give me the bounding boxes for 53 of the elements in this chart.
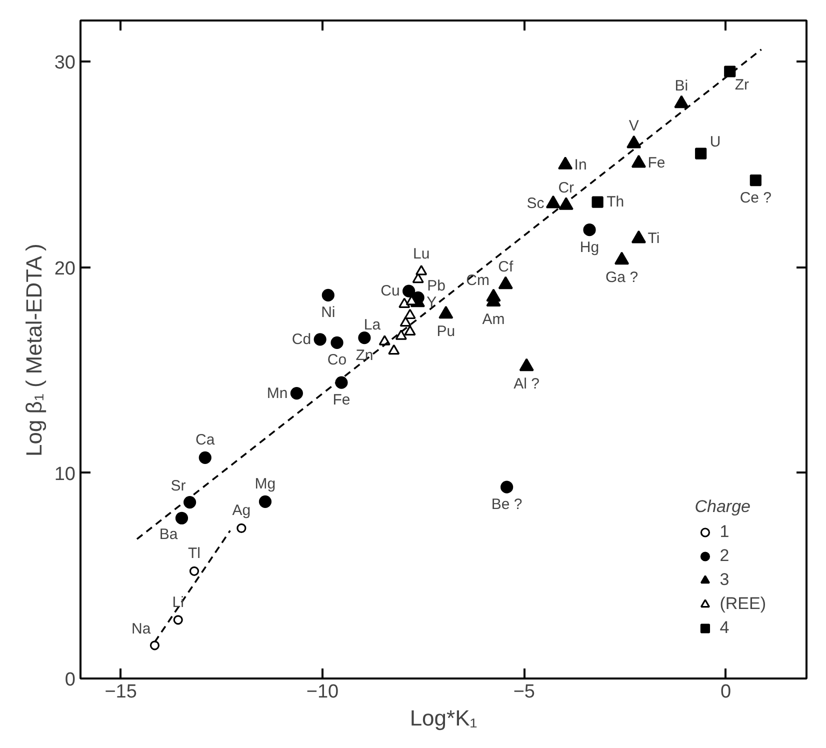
legend-title: Charge <box>694 497 752 517</box>
annotation: La <box>364 316 382 334</box>
annotation: Hg <box>580 238 600 256</box>
legend-label: (REE) <box>720 594 766 614</box>
annotation: Ga ? <box>606 269 638 286</box>
annotation: Be ? <box>491 496 522 514</box>
annotation: V <box>628 118 639 135</box>
annotation: Bi <box>674 78 688 95</box>
annotation: Li <box>172 594 184 611</box>
annotation: Co <box>327 352 347 369</box>
x-tick-label: −5 <box>513 682 536 702</box>
annotation: Mn <box>266 384 288 402</box>
annotation: Sc <box>526 195 545 212</box>
annotation: Cf <box>498 258 514 276</box>
legend-label: 1 <box>720 522 730 542</box>
y-axis-title: Log β₁ ( Metal-EDTA ) <box>21 244 46 457</box>
legend-label: 3 <box>720 570 730 590</box>
x-tick-label: 0 <box>720 682 732 702</box>
annotation: Ti <box>648 230 660 248</box>
annotation: Ag <box>232 502 251 520</box>
x-tick-label: −15 <box>104 682 137 702</box>
annotation: Cm <box>466 272 490 290</box>
annotation: Mg <box>254 476 276 493</box>
legend-label: 2 <box>720 546 730 566</box>
annotation: Ni <box>321 304 336 322</box>
annotation: Tl <box>188 545 200 562</box>
annotation: Zr <box>734 76 750 94</box>
x-tick-label: −10 <box>306 682 339 702</box>
y-tick-label: 10 <box>54 464 76 485</box>
annotation: Ca <box>196 432 216 449</box>
annotation: Na <box>132 620 152 638</box>
annotation: Sr <box>170 477 186 494</box>
annotation: Ba <box>159 526 178 544</box>
annotation: Cd <box>292 330 312 348</box>
annotation: Pb <box>427 278 446 295</box>
annotation: Cu <box>380 282 400 300</box>
annotation: Fe <box>332 392 350 409</box>
annotation: Pu <box>436 323 456 340</box>
y-tick-label: 30 <box>54 52 76 74</box>
annotation: Lu <box>412 246 430 263</box>
annotation: Cr <box>558 179 574 196</box>
annotation: In <box>574 156 587 174</box>
annotation: Fe <box>648 154 666 172</box>
x-axis-title: Log*K₁ <box>410 706 478 730</box>
annotation: Zn <box>356 346 374 364</box>
annotation: Am <box>482 311 505 328</box>
annotation: U <box>710 134 721 151</box>
legend-label: 4 <box>720 618 730 638</box>
annotation: Th <box>606 194 624 211</box>
annotation: Ce ? <box>740 189 772 206</box>
annotation: Al ? <box>514 376 540 393</box>
y-tick-label: 20 <box>54 258 76 280</box>
annotation: Y <box>426 294 437 312</box>
